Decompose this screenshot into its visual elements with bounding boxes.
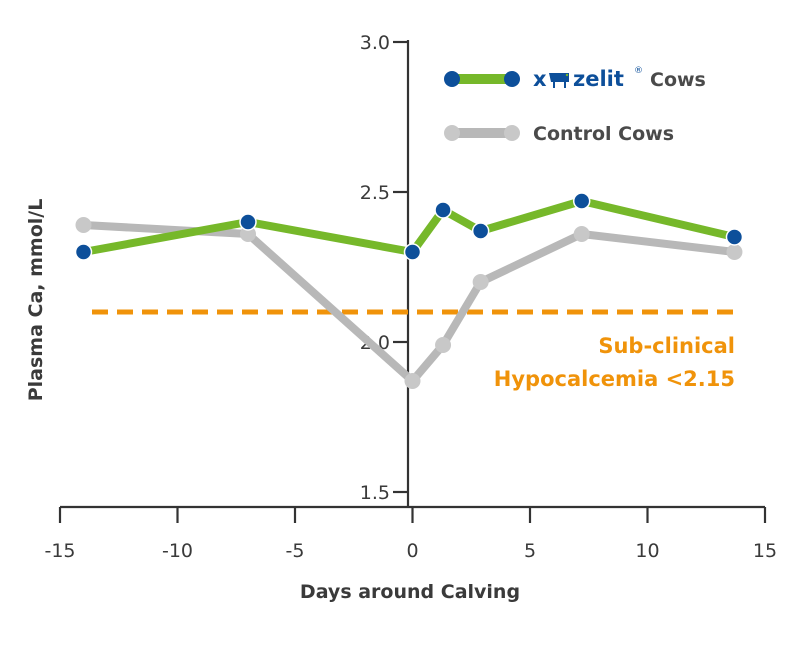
x-tick-label: -10 xyxy=(162,540,193,562)
reference-label-line-2: Hypocalcemia <2.15 xyxy=(494,367,735,391)
xzelit-logo: x zelit ® xyxy=(533,66,643,91)
data-point xyxy=(403,243,422,261)
y-tick-label: 3.0 xyxy=(360,32,390,54)
cow-icon xyxy=(549,73,569,88)
data-point xyxy=(74,243,93,261)
x-ticks: -15 -10 -5 0 5 10 15 xyxy=(44,507,777,562)
axes: -15 -10 -5 0 5 10 15 1.52.02.53.0 xyxy=(44,32,777,562)
series-xzelit-cows xyxy=(74,192,744,261)
legend-swatch-marker xyxy=(444,71,460,87)
legend: x zelit ® Cows Control Cows xyxy=(444,66,706,145)
legend-item-control-cows: Control Cows xyxy=(444,123,674,145)
legend-item-xzelit-cows: x zelit ® Cows xyxy=(444,66,706,91)
reference-label-line-1: Sub-clinical xyxy=(598,334,735,358)
y-tick-label: 2.5 xyxy=(360,182,390,204)
data-point xyxy=(726,244,743,260)
x-tick-label: -5 xyxy=(286,540,305,562)
x-tick-label: 0 xyxy=(406,540,418,562)
data-point xyxy=(725,228,744,246)
data-point xyxy=(573,226,590,242)
series-control-cows xyxy=(75,217,743,389)
data-point xyxy=(572,192,591,210)
y-tick-label: 1.5 xyxy=(360,482,390,504)
legend-swatch-marker xyxy=(504,125,520,141)
cow-eye-icon xyxy=(565,73,569,77)
legend-label: Cows xyxy=(650,69,706,91)
x-tick-label: 5 xyxy=(524,540,536,562)
x-tick-label: 15 xyxy=(753,540,777,562)
x-tick-label: -15 xyxy=(44,540,75,562)
data-point xyxy=(240,226,256,242)
legend-label: Control Cows xyxy=(533,123,674,145)
legend-swatch-marker xyxy=(504,71,520,87)
data-point xyxy=(435,337,452,353)
x-tick-label: 10 xyxy=(635,540,659,562)
registered-mark: ® xyxy=(634,66,643,76)
xzelit-logo-zelit: zelit xyxy=(573,67,624,91)
data-point xyxy=(404,373,421,389)
legend-swatch-marker xyxy=(444,125,460,141)
y-axis-title: Plasma Ca, mmol/L xyxy=(25,199,47,402)
data-point xyxy=(471,222,490,240)
y-ticks: 1.52.02.53.0 xyxy=(360,32,408,504)
data-point xyxy=(75,217,92,233)
series-layer xyxy=(74,192,744,389)
data-point xyxy=(239,213,257,231)
xzelit-logo-x: x xyxy=(533,67,547,91)
data-point xyxy=(434,201,452,219)
x-axis-title: Days around Calving xyxy=(300,581,520,603)
data-point xyxy=(472,274,489,290)
